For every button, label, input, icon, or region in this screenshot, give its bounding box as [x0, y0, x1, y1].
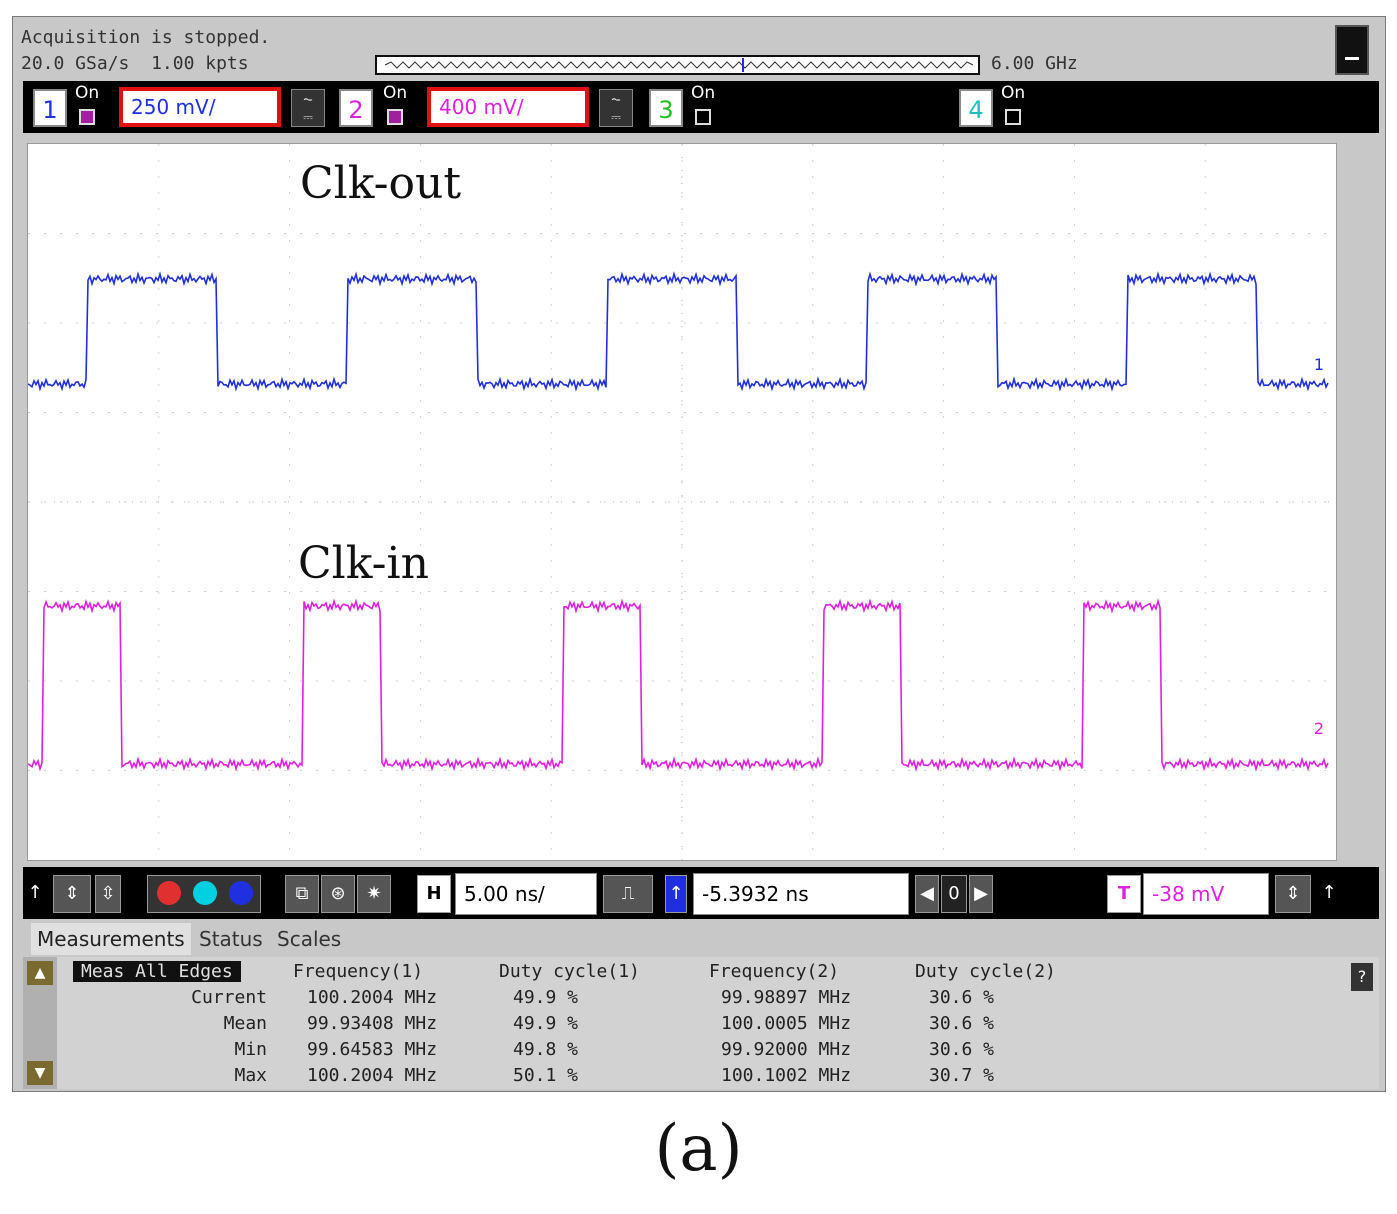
scroll-up-icon[interactable]: ▲ — [27, 961, 53, 985]
delay-arrow-icon: ↑ — [665, 875, 687, 913]
row-value: 99.64583 MHz — [307, 1039, 438, 1060]
row-value: 100.1002 MHz — [721, 1065, 852, 1086]
row-value: 99.93408 MHz — [307, 1013, 438, 1034]
clk-in-label: Clk-in — [298, 538, 429, 589]
row-value: 50.1 % — [513, 1065, 579, 1086]
clk-in-trace — [28, 598, 1329, 773]
delay-left-icon[interactable]: ◀ — [915, 875, 939, 913]
horizontal-button[interactable]: H — [417, 875, 451, 913]
grid-lines — [28, 144, 1336, 860]
channel-3-button[interactable]: 3 — [649, 89, 683, 127]
col-duty-cycle-1: Duty cycle(1) — [499, 961, 640, 982]
stepper-icon[interactable]: ⇳ — [95, 875, 121, 913]
trigger-button[interactable]: T — [1107, 875, 1141, 913]
channel-4-on-checkbox[interactable] — [1005, 109, 1021, 125]
ch2-ground-marker: 2 — [1314, 719, 1324, 738]
acquisition-text: Acquisition is stopped. — [21, 27, 271, 48]
channel-3-on-checkbox[interactable] — [695, 109, 711, 125]
row-value: 30.6 % — [929, 1013, 995, 1034]
channel-1-on-label: On — [75, 83, 100, 103]
delay-field[interactable]: -5.3932 ns — [693, 873, 909, 915]
vertical-adjust-icon[interactable]: ⇕ — [53, 875, 91, 913]
trigger-level-field[interactable]: -38 mV — [1143, 873, 1269, 915]
tab-measurements[interactable]: Measurements — [31, 923, 191, 955]
acquisition-status: Acquisition is stopped. 20.0 GSa/s 1.00 … — [21, 25, 270, 77]
tab-scales[interactable]: Scales — [277, 927, 342, 951]
trigger-edge-icon[interactable]: ⎍ — [603, 875, 653, 913]
record-points: 1.00 kpts — [151, 53, 249, 74]
figure-caption: (a) — [654, 1112, 743, 1186]
col-frequency-1: Frequency(1) — [293, 961, 424, 982]
col-frequency-2: Frequency(2) — [709, 961, 840, 982]
channel-2-button[interactable]: 2 — [339, 89, 373, 127]
row-value: 100.2004 MHz — [307, 987, 438, 1008]
run-stop-button[interactable] — [1335, 25, 1369, 75]
row-value: 99.98897 MHz — [721, 987, 852, 1008]
blue-circle-icon[interactable] — [229, 881, 253, 905]
scroll-down-icon[interactable]: ▼ — [27, 1061, 53, 1085]
row-label: Current — [191, 987, 267, 1008]
waveform-overview[interactable] — [375, 55, 980, 75]
clk-out-trace — [28, 271, 1329, 392]
channel-4-button[interactable]: 4 — [959, 89, 993, 127]
channel-2-on-label: On — [383, 83, 408, 103]
help-icon[interactable]: ? — [1351, 963, 1373, 991]
graticule: 12 — [28, 144, 1336, 860]
channel-2-on-checkbox[interactable] — [387, 109, 403, 125]
control-bar: ↑ ⇕ ⇳ ⧉ ⊛ ✷ H 5.00 ns/ ⎍ ↑ -5.3932 ns ◀ … — [23, 867, 1379, 919]
red-circle-icon[interactable] — [157, 881, 181, 905]
row-value: 30.6 % — [929, 1039, 995, 1060]
row-value: 49.8 % — [513, 1039, 579, 1060]
channel-4-on-label: On — [1001, 83, 1026, 103]
channel-2-scale-field[interactable]: 400 mV/ — [427, 87, 589, 127]
sample-rate: 20.0 GSa/s — [21, 53, 130, 74]
row-value: 30.7 % — [929, 1065, 995, 1086]
meas-mode[interactable]: Meas All Edges — [73, 961, 241, 982]
row-value: 49.9 % — [513, 987, 579, 1008]
row-label: Mean — [223, 1013, 267, 1034]
bandwidth-readout: 6.00 GHz — [991, 53, 1078, 74]
channel-1-coupling-icon[interactable]: ⏦ ⎓ — [291, 89, 325, 127]
channel-1-button[interactable]: 1 — [33, 89, 67, 127]
oscilloscope-window: Acquisition is stopped. 20.0 GSa/s 1.00 … — [12, 16, 1386, 1092]
channel-3-on-label: On — [691, 83, 716, 103]
tab-status[interactable]: Status — [199, 927, 263, 951]
row-value: 100.2004 MHz — [307, 1065, 438, 1086]
delay-right-icon[interactable]: ▶ — [969, 875, 993, 913]
clk-out-label: Clk-out — [300, 158, 462, 209]
arrow-up-icon[interactable]: ↑ — [27, 875, 43, 913]
marker-icon[interactable]: ✷ — [357, 875, 391, 913]
row-value: 99.92000 MHz — [721, 1039, 852, 1060]
ch1-ground-marker: 1 — [1314, 355, 1324, 374]
col-duty-cycle-2: Duty cycle(2) — [915, 961, 1056, 982]
trigger-level-stepper-icon[interactable]: ⇕ — [1275, 875, 1311, 913]
cyan-circle-icon[interactable] — [193, 881, 217, 905]
row-label: Min — [234, 1039, 267, 1060]
delay-zero-button[interactable]: 0 — [941, 875, 967, 913]
measurements-scrollbar[interactable]: ▲ ▼ — [23, 957, 57, 1089]
screenshot-icon[interactable]: ⧉ — [285, 875, 319, 913]
row-value: 49.9 % — [513, 1013, 579, 1034]
row-value: 30.6 % — [929, 987, 995, 1008]
row-value: 100.0005 MHz — [721, 1013, 852, 1034]
measurements-panel: ▲ ▼ Meas All Edges Frequency(1) Duty cyc… — [23, 957, 1379, 1089]
channel-1-scale-field[interactable]: 250 mV/ — [119, 87, 281, 127]
channel-bar: 1 On 250 mV/ ⏦ ⎓ 2 On 400 mV/ ⏦ ⎓ 3 On 4 O… — [23, 81, 1379, 133]
time-scale-field[interactable]: 5.00 ns/ — [455, 873, 597, 915]
zoom-icon[interactable]: ⊛ — [321, 875, 355, 913]
channel-1-on-checkbox[interactable] — [79, 109, 95, 125]
channel-2-coupling-icon[interactable]: ⏦ ⎓ — [599, 89, 633, 127]
trigger-arrow-icon[interactable]: ↑ — [1321, 875, 1337, 913]
row-label: Max — [234, 1065, 267, 1086]
